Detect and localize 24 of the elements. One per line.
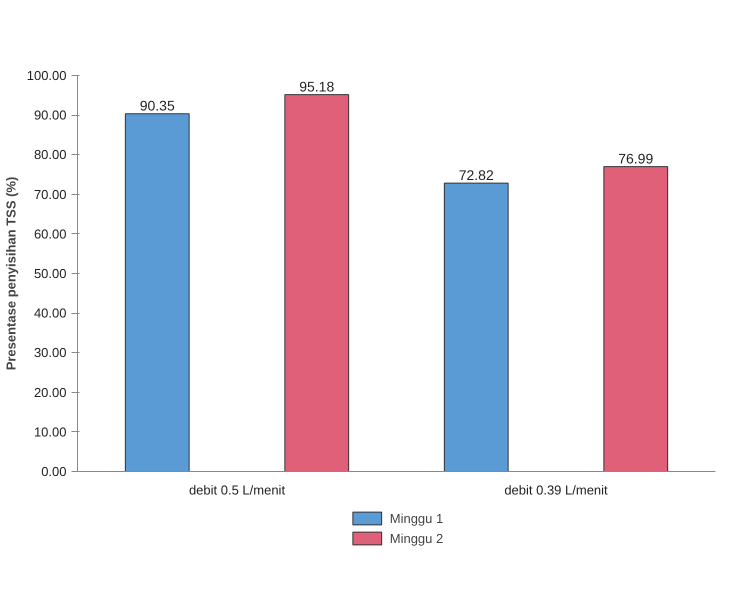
y-tick-label: 0.00 bbox=[41, 464, 67, 479]
legend-label: Minggu 2 bbox=[390, 530, 444, 546]
x-tick-label: debit 0.39 L/menit bbox=[504, 482, 608, 498]
data-label: 95.18 bbox=[299, 78, 334, 95]
bar bbox=[284, 94, 350, 472]
y-tick-label: 30.00 bbox=[34, 345, 67, 360]
y-tick-label: 70.00 bbox=[34, 186, 67, 202]
data-label: 76.99 bbox=[618, 150, 654, 167]
y-tick-label: 60.00 bbox=[34, 226, 67, 242]
y-tick-label: 100.00 bbox=[26, 68, 67, 83]
y-axis-title: Presentase penyisihan TSS (%) bbox=[4, 176, 19, 370]
y-tick-label: 90.00 bbox=[34, 108, 67, 123]
y-tick-label: 20.00 bbox=[34, 384, 67, 400]
data-label: 72.82 bbox=[458, 167, 494, 184]
bar bbox=[603, 166, 668, 472]
legend-label: Minggu 1 bbox=[390, 510, 444, 526]
y-tick-label: 80.00 bbox=[34, 147, 67, 162]
y-tick-label: 50.00 bbox=[34, 266, 67, 281]
y-tick-label: 40.00 bbox=[34, 306, 67, 321]
bar bbox=[444, 182, 509, 472]
bar bbox=[124, 113, 190, 472]
x-tick-label: debit 0.5 L/menit bbox=[188, 482, 286, 498]
data-label: 90.35 bbox=[140, 98, 175, 114]
y-tick-label: 10.00 bbox=[34, 424, 67, 440]
